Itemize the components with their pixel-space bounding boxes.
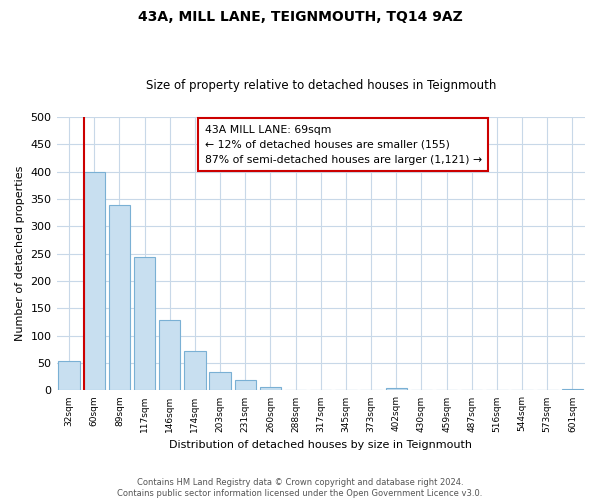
Bar xyxy=(386,388,407,390)
Bar xyxy=(58,362,80,390)
X-axis label: Distribution of detached houses by size in Teignmouth: Distribution of detached houses by size … xyxy=(169,440,472,450)
Bar xyxy=(83,172,105,390)
Bar xyxy=(184,351,206,391)
Bar xyxy=(134,258,155,390)
Bar xyxy=(109,206,130,390)
Bar xyxy=(235,380,256,390)
Text: Contains HM Land Registry data © Crown copyright and database right 2024.
Contai: Contains HM Land Registry data © Crown c… xyxy=(118,478,482,498)
Text: 43A MILL LANE: 69sqm
← 12% of detached houses are smaller (155)
87% of semi-deta: 43A MILL LANE: 69sqm ← 12% of detached h… xyxy=(205,125,482,164)
Bar xyxy=(562,389,583,390)
Title: Size of property relative to detached houses in Teignmouth: Size of property relative to detached ho… xyxy=(146,79,496,92)
Y-axis label: Number of detached properties: Number of detached properties xyxy=(15,166,25,342)
Bar xyxy=(209,372,231,390)
Bar xyxy=(260,387,281,390)
Bar xyxy=(159,320,181,390)
Text: 43A, MILL LANE, TEIGNMOUTH, TQ14 9AZ: 43A, MILL LANE, TEIGNMOUTH, TQ14 9AZ xyxy=(137,10,463,24)
